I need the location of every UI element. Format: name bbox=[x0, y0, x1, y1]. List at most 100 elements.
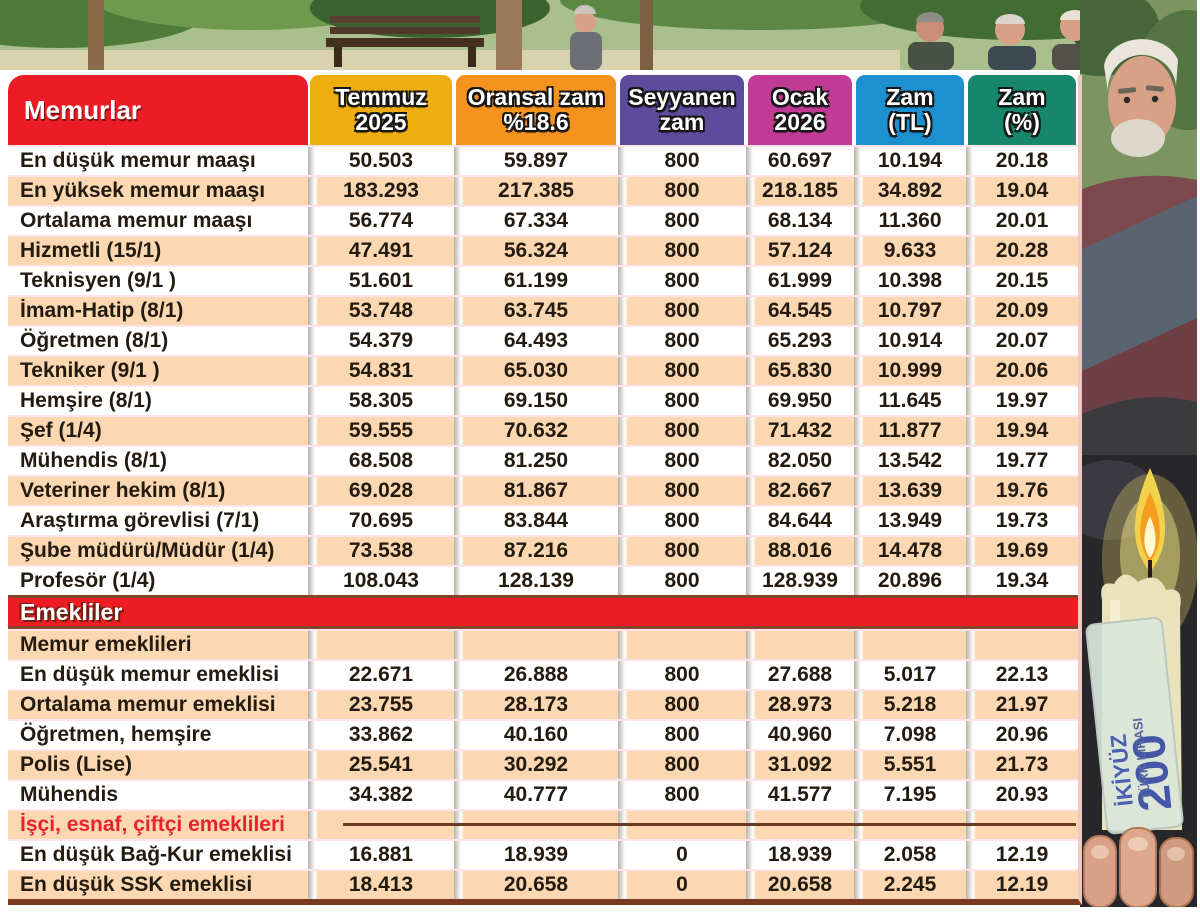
value-cell bbox=[966, 631, 1078, 659]
table-row: En düşük memur maaşı 50.503 59.897 800 60.69… bbox=[8, 145, 1078, 175]
value-cell: 20.06 bbox=[966, 357, 1078, 385]
value-cell: 2.245 bbox=[854, 871, 966, 899]
value-cell: 5.017 bbox=[854, 661, 966, 689]
value-cell: 9.633 bbox=[854, 237, 966, 265]
header-oransal-zam: Oransal zam %18.6 bbox=[456, 75, 616, 145]
value-cell: 81.867 bbox=[454, 477, 618, 505]
value-cell: 61.199 bbox=[454, 267, 618, 295]
value-cell: 10.914 bbox=[854, 327, 966, 355]
row-label: En düşük memur emeklisi bbox=[8, 661, 308, 689]
value-cell: 59.897 bbox=[454, 147, 618, 175]
table-row: Polis (Lise) 25.541 30.292 800 31.092 5.551 21… bbox=[8, 749, 1078, 779]
table-row: Şef (1/4) 59.555 70.632 800 71.432 11.877 19.9… bbox=[8, 415, 1078, 445]
value-cell: 20.896 bbox=[854, 567, 966, 595]
row-label: Öğretmen (8/1) bbox=[8, 327, 308, 355]
salary-table: Memurlar Temmuz 2025 Oransal zam %18.6 S… bbox=[8, 75, 1082, 905]
row-label: En düşük SSK emeklisi bbox=[8, 871, 308, 899]
value-cell: 82.667 bbox=[746, 477, 854, 505]
value-cell bbox=[854, 631, 966, 659]
value-cell: 800 bbox=[618, 267, 746, 295]
value-cell: 19.34 bbox=[966, 567, 1078, 595]
value-cell: 64.545 bbox=[746, 297, 854, 325]
value-cell: 27.688 bbox=[746, 661, 854, 689]
value-cell: 5.218 bbox=[854, 691, 966, 719]
table-row: Öğretmen, hemşire 33.862 40.160 800 40.960 7.… bbox=[8, 719, 1078, 749]
value-cell: 70.632 bbox=[454, 417, 618, 445]
table-row: Profesör (1/4) 108.043 128.139 800 128.939 20… bbox=[8, 565, 1078, 595]
row-label: Araştırma görevlisi (7/1) bbox=[8, 507, 308, 535]
row-label: Profesör (1/4) bbox=[8, 567, 308, 595]
value-cell: 21.97 bbox=[966, 691, 1078, 719]
elderly-man-photo bbox=[1080, 0, 1197, 455]
value-cell: 81.250 bbox=[454, 447, 618, 475]
group-of-retirees-figures bbox=[908, 10, 1100, 70]
table-row: Şube müdürü/Müdür (1/4) 73.538 87.216 800 88… bbox=[8, 535, 1078, 565]
value-cell: 65.293 bbox=[746, 327, 854, 355]
value-cell: 51.601 bbox=[308, 267, 454, 295]
table-row: İmam-Hatip (8/1) 53.748 63.745 800 64.545 10.… bbox=[8, 295, 1078, 325]
row-label: Şef (1/4) bbox=[8, 417, 308, 445]
table-row: Mühendis 34.382 40.777 800 41.577 7.195 20.93 bbox=[8, 779, 1078, 809]
table-row: Öğretmen (8/1) 54.379 64.493 800 65.293 10.91… bbox=[8, 325, 1078, 355]
value-cell bbox=[618, 631, 746, 659]
row-label: Öğretmen, hemşire bbox=[8, 721, 308, 749]
candle-flame bbox=[1134, 468, 1166, 592]
value-cell: 800 bbox=[618, 147, 746, 175]
value-cell: 20.01 bbox=[966, 207, 1078, 235]
row-label: Hizmetli (15/1) bbox=[8, 237, 308, 265]
value-cell: 53.748 bbox=[308, 297, 454, 325]
value-cell: 7.195 bbox=[854, 781, 966, 809]
value-cell: 13.639 bbox=[854, 477, 966, 505]
row-label: Ortalama memur maaşı bbox=[8, 207, 308, 235]
value-cell: 47.491 bbox=[308, 237, 454, 265]
value-cell: 18.939 bbox=[454, 841, 618, 869]
value-cell: 16.881 bbox=[308, 841, 454, 869]
header-seyyanen-zam: Seyyanen zam bbox=[620, 75, 744, 145]
table-row: En düşük Bağ-Kur emeklisi 16.881 18.939 0 18… bbox=[8, 839, 1078, 869]
value-cell: 31.092 bbox=[746, 751, 854, 779]
table-title: Memurlar bbox=[24, 94, 142, 125]
value-cell: 40.960 bbox=[746, 721, 854, 749]
table-row: Mühendis (8/1) 68.508 81.250 800 82.050 13.54… bbox=[8, 445, 1078, 475]
value-cell bbox=[308, 631, 454, 659]
value-cell: 65.830 bbox=[746, 357, 854, 385]
value-cell: 40.777 bbox=[454, 781, 618, 809]
value-cell: 69.028 bbox=[308, 477, 454, 505]
value-cell: 83.844 bbox=[454, 507, 618, 535]
value-cell: 800 bbox=[618, 691, 746, 719]
value-cell: 800 bbox=[618, 567, 746, 595]
value-cell: 7.098 bbox=[854, 721, 966, 749]
value-cell: 54.831 bbox=[308, 357, 454, 385]
value-cell: 12.19 bbox=[966, 871, 1078, 899]
subsection-label: Memur emeklileri bbox=[8, 631, 308, 659]
park-bench bbox=[326, 16, 484, 67]
value-cell: 25.541 bbox=[308, 751, 454, 779]
park-photo bbox=[0, 0, 1197, 70]
value-cell: 69.950 bbox=[746, 387, 854, 415]
value-cell: 60.697 bbox=[746, 147, 854, 175]
value-cell: 20.93 bbox=[966, 781, 1078, 809]
value-cell: 218.185 bbox=[746, 177, 854, 205]
value-cell: 59.555 bbox=[308, 417, 454, 445]
section-banner-label: Emekliler bbox=[20, 599, 123, 625]
value-cell: 19.04 bbox=[966, 177, 1078, 205]
value-cell: 20.09 bbox=[966, 297, 1078, 325]
value-cell: 800 bbox=[618, 751, 746, 779]
value-cell: 34.892 bbox=[854, 177, 966, 205]
value-cell: 19.76 bbox=[966, 477, 1078, 505]
value-cell: 10.999 bbox=[854, 357, 966, 385]
value-cell: 61.999 bbox=[746, 267, 854, 295]
subsection-header-row: Memur emeklileri bbox=[8, 629, 1078, 659]
seated-man-figure bbox=[570, 5, 602, 70]
value-cell: 87.216 bbox=[454, 537, 618, 565]
table-row: Veteriner hekim (8/1) 69.028 81.867 800 82.6… bbox=[8, 475, 1078, 505]
header-ocak-2026: Ocak 2026 bbox=[748, 75, 852, 145]
row-label: Veteriner hekim (8/1) bbox=[8, 477, 308, 505]
value-cell: 21.73 bbox=[966, 751, 1078, 779]
value-cell: 14.478 bbox=[854, 537, 966, 565]
value-cell: 13.542 bbox=[854, 447, 966, 475]
value-cell: 800 bbox=[618, 417, 746, 445]
table-row: En düşük SSK emeklisi 18.413 20.658 0 20.658… bbox=[8, 869, 1078, 899]
subsection-divider-line bbox=[343, 823, 1076, 826]
value-cell: 20.96 bbox=[966, 721, 1078, 749]
